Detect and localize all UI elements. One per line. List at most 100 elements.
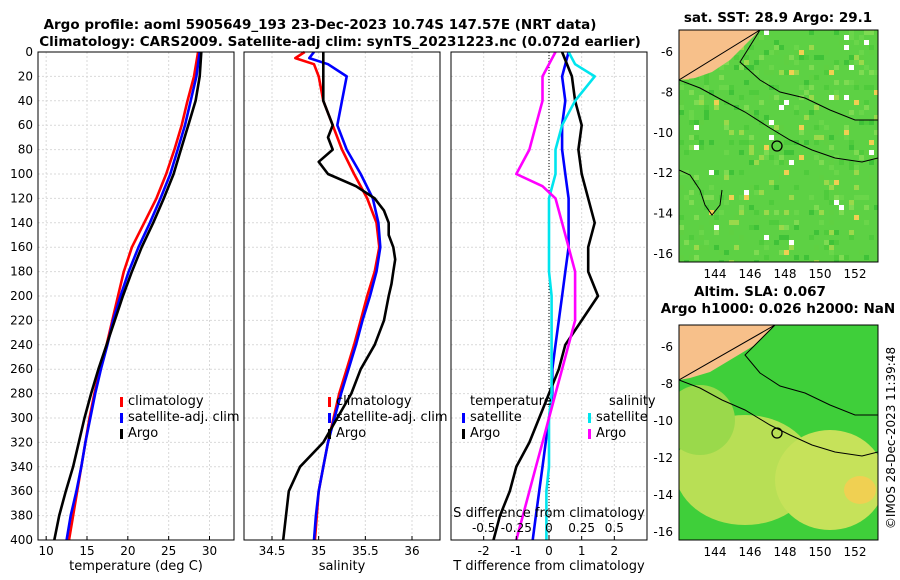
sst-pixel <box>849 230 854 235</box>
sst-pixel <box>729 140 734 145</box>
sst-pixel <box>714 225 719 230</box>
sst-pixel <box>794 45 799 50</box>
sst-pixel <box>749 155 754 160</box>
sst-pixel <box>794 220 799 225</box>
argo-location-marker <box>771 427 783 439</box>
sst-pixel <box>769 65 774 70</box>
sst-pixel <box>814 205 819 210</box>
sst-pixel <box>734 260 739 262</box>
sst-pixel <box>834 195 839 200</box>
sst-pixel <box>794 110 799 115</box>
sst-pixel <box>764 50 769 55</box>
sst-pixel <box>864 120 869 125</box>
sst-pixel <box>834 180 839 185</box>
sst-pixel <box>859 155 864 160</box>
map-lat-label: -10 <box>653 126 673 140</box>
sst-pixel <box>809 95 814 100</box>
sst-pixel <box>749 65 754 70</box>
sst-pixel <box>769 95 774 100</box>
y-tick-label: 40 <box>18 94 33 108</box>
sst-pixel <box>854 80 859 85</box>
map-lon-label: 144 <box>704 545 727 559</box>
sst-pixel <box>679 255 684 260</box>
sst-pixel <box>849 165 854 170</box>
sst-pixel <box>709 140 714 145</box>
legend-swatch-t-satellite <box>462 413 465 423</box>
sst-pixel <box>784 260 789 262</box>
map-lon-label: 152 <box>844 545 867 559</box>
sst-pixel <box>839 195 844 200</box>
sst-pixel <box>864 85 869 90</box>
argo-location-marker <box>771 140 783 152</box>
sst-pixel <box>744 60 749 65</box>
sst-pixel <box>784 225 789 230</box>
sst-pixel <box>809 235 814 240</box>
top-x-tick-label: 0.25 <box>568 521 595 535</box>
sst-pixel <box>829 210 834 215</box>
sst-pixel <box>844 255 849 260</box>
sst-pixel <box>689 235 694 240</box>
sst-pixel <box>844 130 849 135</box>
sla-map: Altim. SLA: 0.067 Argo h1000: 0.026 h200… <box>653 284 895 559</box>
sst-pixel <box>859 150 864 155</box>
top-x-tick-label: 0.5 <box>605 521 624 535</box>
sst-pixel <box>804 115 809 120</box>
sst-pixel <box>844 60 849 65</box>
sst-pixel <box>704 240 709 245</box>
sst-pixel <box>719 260 724 262</box>
sst-pixel <box>814 230 819 235</box>
sst-pixel <box>854 185 859 190</box>
sst-pixel <box>854 170 859 175</box>
sst-pixel <box>814 135 819 140</box>
sst-pixel <box>694 120 699 125</box>
sst-pixel <box>739 195 744 200</box>
sst-pixel <box>759 55 764 60</box>
sst-pixel <box>809 195 814 200</box>
sst-pixel <box>679 230 684 235</box>
sst-pixel <box>709 195 714 200</box>
sst-pixel <box>834 255 839 260</box>
sst-pixel <box>849 140 854 145</box>
sst-pixel <box>839 255 844 260</box>
sst-pixel <box>874 205 878 210</box>
sst-pixel <box>824 50 829 55</box>
sst-pixel <box>739 205 744 210</box>
sst-pixel <box>769 50 774 55</box>
map-lon-label: 144 <box>704 267 727 281</box>
sst-pixel <box>824 245 829 250</box>
series-line-salinity-satellite <box>545 51 597 540</box>
y-tick-label: 200 <box>10 289 33 303</box>
sst-pixel <box>779 105 784 110</box>
sst-pixel <box>819 175 824 180</box>
sst-pixel <box>859 70 864 75</box>
sst-pixel <box>834 240 839 245</box>
sst-pixel <box>754 160 759 165</box>
sst-pixel <box>779 210 784 215</box>
sst-pixel <box>859 60 864 65</box>
x-tick-label: 20 <box>120 544 135 558</box>
sst-pixel <box>804 255 809 260</box>
sst-pixel <box>864 65 869 70</box>
sst-pixel <box>784 55 789 60</box>
sst-pixel <box>779 70 784 75</box>
sst-pixel <box>839 210 844 215</box>
sst-pixel <box>794 255 799 260</box>
sst-pixel <box>689 200 694 205</box>
legend-swatch-satellite <box>120 413 123 423</box>
sst-pixel <box>734 245 739 250</box>
sst-pixel <box>854 215 859 220</box>
sst-pixel <box>864 255 869 260</box>
sst-pixel <box>784 150 789 155</box>
sst-pixel <box>829 135 834 140</box>
sst-pixel <box>834 30 839 35</box>
series-line-temperature-satellite <box>531 51 570 541</box>
sst-pixel <box>844 125 849 130</box>
sst-pixel <box>834 230 839 235</box>
sst-pixel <box>679 185 684 190</box>
sst-pixel <box>809 65 814 70</box>
sst-pixel <box>784 70 789 75</box>
temperature-xlabel: temperature (deg C) <box>69 559 203 574</box>
sst-pixel <box>739 95 744 100</box>
sst-pixel <box>844 260 849 262</box>
y-tick-label: 60 <box>18 118 33 132</box>
